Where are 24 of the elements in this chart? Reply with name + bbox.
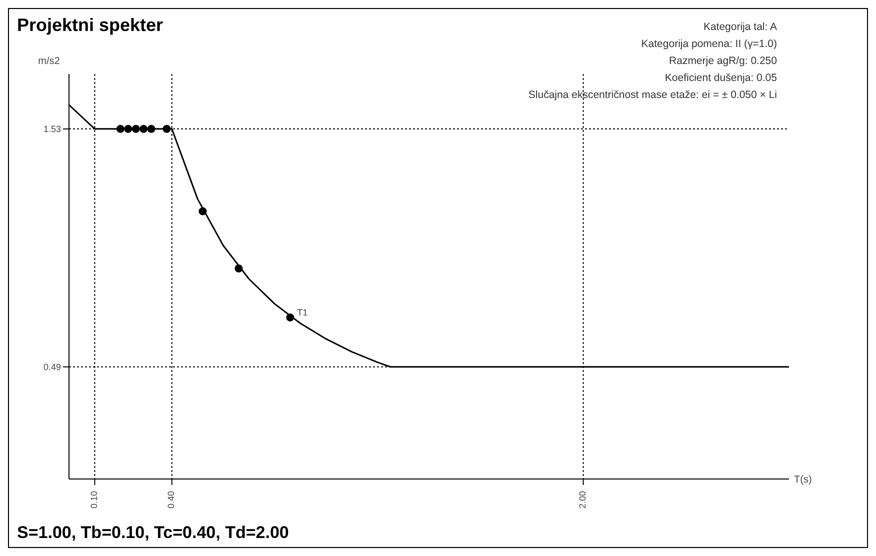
- annotation: Slučajna ekscentričnost mase etaže: ei = ± 0.050 × Li: [528, 88, 777, 103]
- x-tick-label: 2.00: [578, 491, 588, 509]
- text: Kategorija pomena: II (γ=1.0): [640, 37, 777, 52]
- point: [116, 124, 124, 133]
- annotation: T1: [297, 308, 308, 318]
- point: [234, 264, 243, 272]
- x-tick-label: 0.40: [166, 491, 176, 509]
- text: Razmerje agR/g: 0.250: [668, 54, 777, 69]
- x-tick-label: 0.10: [89, 491, 100, 509]
- text: Kategorija tal: A: [702, 20, 777, 35]
- text: S=1.00, Tb=0.10, Tc=0.40, Td=2.00: [17, 523, 289, 543]
- point: [198, 207, 207, 216]
- chart-title: Projektni spekter: [17, 15, 164, 36]
- point: [140, 124, 148, 133]
- point: [132, 124, 140, 133]
- y-tick-label: 0.49: [43, 362, 61, 372]
- point: [286, 313, 294, 322]
- y-axis-title: m/s2: [38, 56, 60, 67]
- point: [162, 124, 171, 133]
- point: [147, 124, 156, 133]
- point: [124, 124, 132, 133]
- y-tick-label: 1.53: [43, 124, 61, 134]
- annotation: Koeficient dušenja: 0.05: [664, 71, 777, 86]
- x-axis-title: T(s): [794, 474, 812, 486]
